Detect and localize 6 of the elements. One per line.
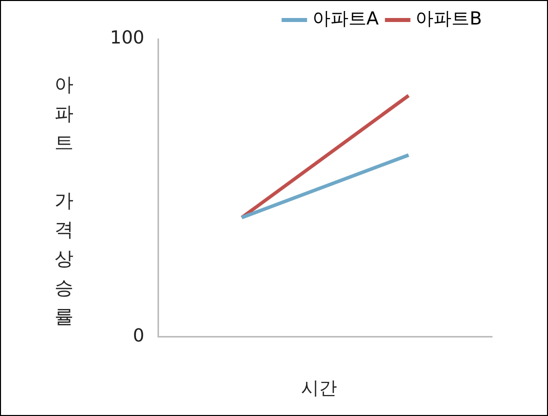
legend-label: 아파트A xyxy=(312,8,380,30)
legend-label: 아파트B xyxy=(416,8,482,30)
x-axis-title: 시간 xyxy=(300,377,338,401)
text: 아파트 가격상승률 xyxy=(54,74,74,328)
y-tick-label: 0 xyxy=(132,325,144,346)
y-tick-label: 100 xyxy=(110,28,144,49)
